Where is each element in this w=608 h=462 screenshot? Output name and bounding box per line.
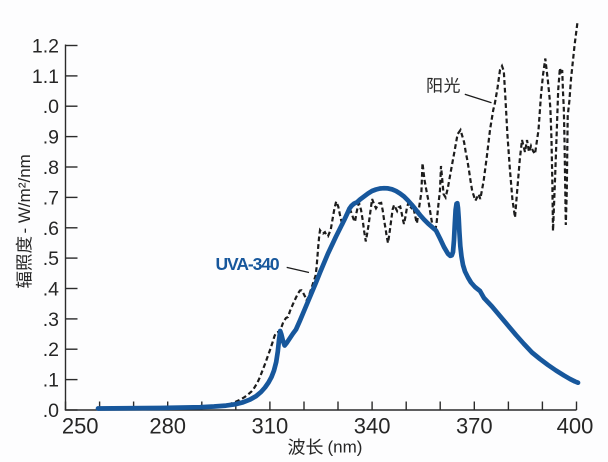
svg-text:UVA-340: UVA-340 bbox=[216, 254, 280, 274]
svg-text:1.1: 1.1 bbox=[32, 66, 59, 88]
svg-text:370: 370 bbox=[456, 414, 493, 439]
svg-text:.0: .0 bbox=[43, 96, 59, 118]
svg-text:.2: .2 bbox=[43, 339, 59, 361]
svg-text:.3: .3 bbox=[43, 309, 59, 331]
svg-text:.9: .9 bbox=[43, 127, 59, 149]
svg-text:.5: .5 bbox=[43, 248, 59, 270]
svg-text:.4: .4 bbox=[43, 279, 59, 301]
svg-text:310: 310 bbox=[252, 414, 289, 439]
svg-text:1.2: 1.2 bbox=[32, 36, 59, 58]
svg-text:.1: .1 bbox=[43, 370, 59, 392]
svg-text:280: 280 bbox=[149, 414, 186, 439]
svg-text:- W/m²/nm: - W/m²/nm bbox=[15, 154, 34, 233]
svg-text:(nm): (nm) bbox=[328, 438, 363, 457]
svg-text:250: 250 bbox=[62, 414, 99, 439]
svg-text:.6: .6 bbox=[43, 218, 59, 240]
svg-text:340: 340 bbox=[354, 414, 391, 439]
svg-text:.8: .8 bbox=[43, 157, 59, 179]
svg-text:400: 400 bbox=[557, 414, 594, 439]
svg-text:.7: .7 bbox=[43, 187, 59, 209]
svg-text:.0: .0 bbox=[43, 400, 59, 422]
